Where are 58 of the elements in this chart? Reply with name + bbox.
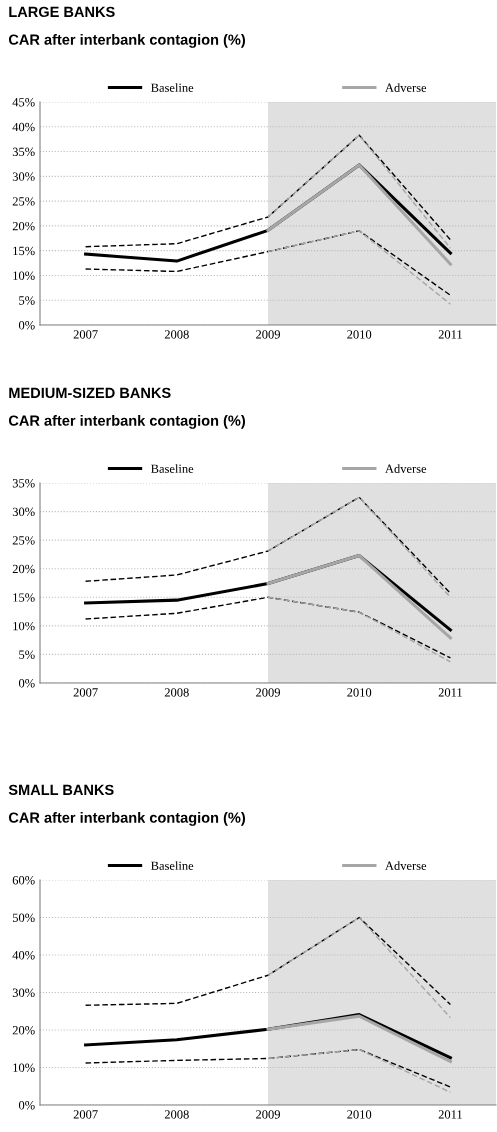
y-tick-label: 15%: [13, 593, 35, 602]
x-tick-label: 2009: [256, 1110, 280, 1119]
y-tick-label: 0%: [18, 1101, 35, 1110]
y-tick-label: 0%: [18, 679, 35, 688]
chart-subtitle: CAR after interbank contagion (%): [8, 812, 246, 826]
y-tick-label: 30%: [12, 172, 35, 181]
y-tick-label: 35%: [12, 147, 35, 157]
legend-label: Baseline: [151, 83, 194, 92]
x-tick-label: 2010: [347, 1110, 372, 1119]
y-tick-label: 0%: [18, 321, 35, 330]
y-tick-label: 30%: [12, 507, 35, 517]
x-tick-label: 2008: [164, 688, 189, 697]
line-series: [84, 134, 452, 248]
x-tick-label: 2011: [438, 688, 462, 697]
chart-title: LARGE BANKS: [9, 6, 115, 18]
y-tick-label: 5%: [19, 650, 35, 659]
y-tick-label: 20%: [12, 221, 35, 231]
y-tick-label: 10%: [13, 271, 35, 280]
x-tick-label: 2009: [256, 330, 280, 339]
y-tick-label: 20%: [12, 564, 35, 574]
x-tick-label: 2007: [73, 330, 98, 339]
y-tick-label: 50%: [12, 913, 35, 922]
chart-title: SMALL BANKS: [8, 784, 114, 796]
y-tick-label: 10%: [13, 621, 35, 631]
line-series: [84, 916, 452, 1006]
y-tick-label: 40%: [12, 951, 35, 960]
legend-label: Baseline: [151, 464, 194, 473]
x-tick-label: 2007: [73, 1110, 98, 1119]
chart-subtitle: CAR after interbank contagion (%): [8, 415, 246, 429]
y-tick-label: 40%: [12, 122, 35, 132]
y-tick-label: 25%: [12, 197, 35, 206]
y-tick-label: 5%: [19, 296, 35, 305]
legend-label: Adverse: [385, 464, 427, 473]
y-tick-label: 60%: [12, 876, 35, 885]
x-tick-label: 2009: [256, 688, 280, 697]
line-series: [84, 496, 452, 594]
y-tick-label: 20%: [12, 1026, 35, 1035]
x-tick-label: 2011: [438, 1110, 462, 1119]
y-tick-label: 15%: [13, 246, 35, 256]
x-tick-label: 2010: [347, 688, 372, 697]
line-series: [84, 230, 452, 296]
chart-title: MEDIUM-SIZED BANKS: [9, 387, 171, 399]
y-tick-label: 10%: [13, 1063, 35, 1072]
x-tick-label: 2007: [73, 688, 98, 697]
line-series: [84, 596, 452, 659]
chart-subtitle: CAR after interbank contagion (%): [8, 34, 246, 48]
line-series: [84, 1048, 452, 1088]
y-tick-label: 30%: [12, 988, 35, 997]
x-tick-label: 2011: [438, 330, 462, 339]
legend-label: Adverse: [385, 861, 427, 870]
x-tick-label: 2010: [347, 330, 372, 339]
x-tick-label: 2008: [164, 330, 189, 339]
legend-label: Baseline: [151, 861, 194, 870]
x-tick-label: 2008: [164, 1110, 189, 1119]
y-tick-label: 35%: [12, 479, 35, 488]
y-tick-label: 45%: [12, 98, 35, 107]
legend-label: Adverse: [385, 83, 427, 92]
y-tick-label: 25%: [12, 536, 35, 545]
